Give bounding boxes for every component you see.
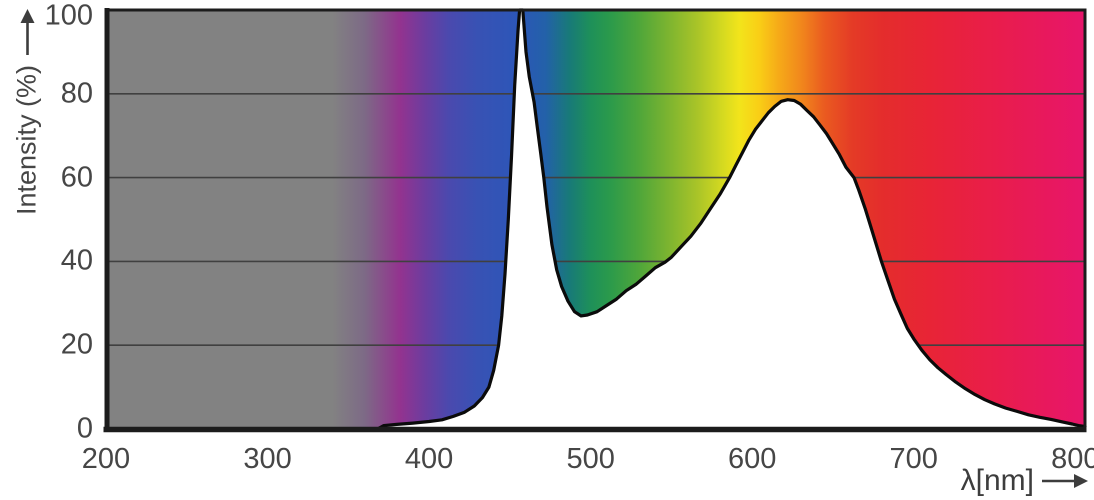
y-tick-label: 80 [60,77,93,110]
up-arrow-icon [20,8,34,55]
x-tick-label: 800 [1051,443,1094,475]
x-tick-label: 400 [404,443,454,475]
right-arrow-icon [1042,474,1088,488]
x-tick-label: 300 [243,443,292,475]
x-tick-label: 500 [566,443,615,475]
x-tick-label: 700 [889,443,938,475]
x-tick-label: 200 [81,443,131,475]
y-tick-label: 60 [60,161,93,194]
y-tick-label: 40 [60,244,93,277]
y-tick-label: 0 [76,412,93,445]
x-tick-label: 600 [728,443,777,475]
y-tick-label: 20 [60,328,93,361]
y-tick-label: 100 [44,0,93,32]
spectrum-curve [104,8,1087,431]
y-axis-label: Intensity (%) [12,8,43,215]
x-axis-label: λ[nm] [961,464,1088,498]
x-axis-label-text: λ[nm] [960,464,1034,497]
under-curve-area [106,10,1085,429]
